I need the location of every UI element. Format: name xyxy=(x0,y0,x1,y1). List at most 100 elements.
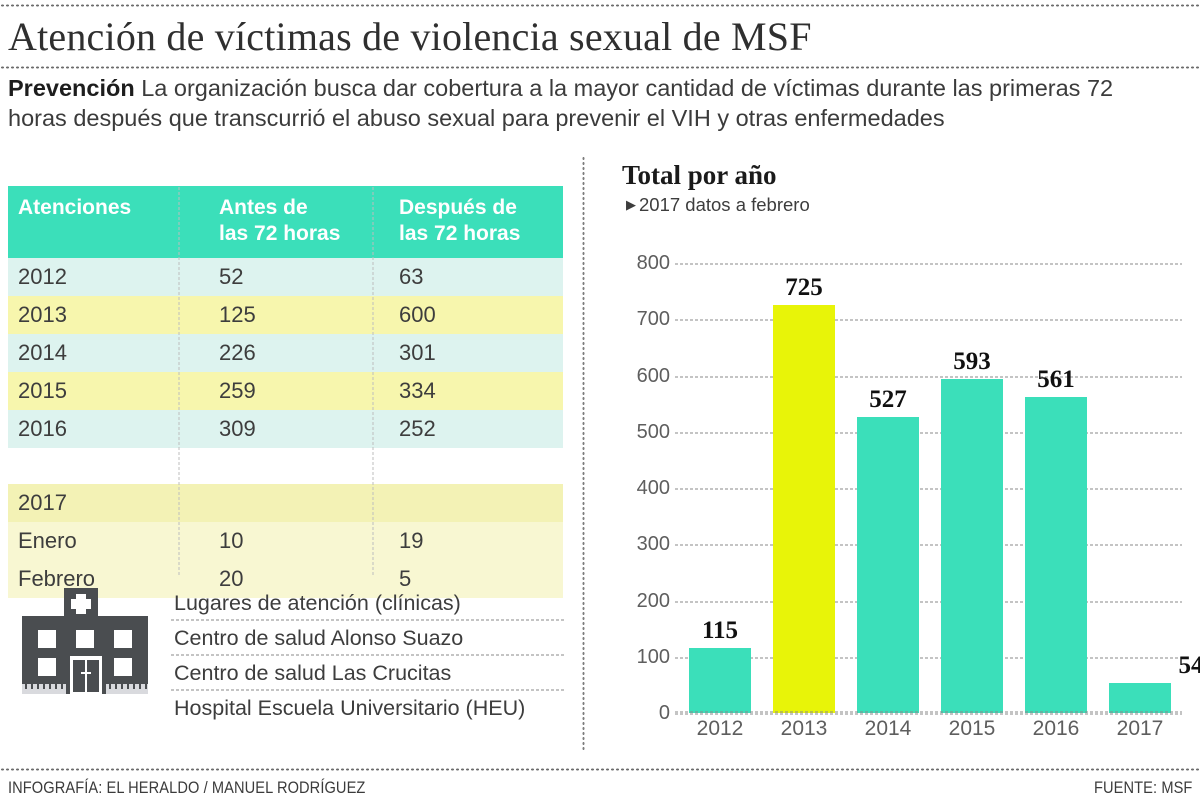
y-axis-tick-label: 800 xyxy=(636,252,670,274)
y-axis-tick-label: 300 xyxy=(636,533,670,556)
table-row: 2014 226 301 xyxy=(8,334,563,372)
row-despues: 301 xyxy=(383,334,563,372)
row-despues: 334 xyxy=(383,372,563,410)
row-despues: 63 xyxy=(383,258,563,296)
gridline xyxy=(674,375,1182,378)
table-row: Febrero 20 5 xyxy=(8,560,563,598)
despues-line1: Después de xyxy=(399,196,517,219)
chart-bar xyxy=(857,416,919,713)
triangle-icon: ▶ xyxy=(626,197,636,212)
chart-subtitle-text: 2017 datos a febrero xyxy=(639,194,810,215)
bar-value-label: 54* xyxy=(1178,651,1200,679)
gridline xyxy=(674,600,1182,603)
gridline xyxy=(674,431,1182,434)
table-header-row: Atenciones Antes de las 72 horas Después … xyxy=(8,186,563,258)
chart-bar xyxy=(941,379,1003,713)
y-axis-tick-label: 700 xyxy=(636,308,670,331)
y-axis-tick-label: 100 xyxy=(636,645,670,668)
row-despues: 600 xyxy=(383,296,563,334)
table-header-atenciones: Atenciones xyxy=(8,186,203,258)
table-row: 2013 125 600 xyxy=(8,296,563,334)
chart-x-axis: 2012 2013 2014 2015 2016 2017 xyxy=(678,716,1182,748)
bar-value-label: 725 xyxy=(785,274,823,302)
table-row: 2016 309 252 xyxy=(8,410,563,448)
page-title: Atención de víctimas de violencia sexual… xyxy=(8,14,812,59)
column-divider xyxy=(582,156,585,750)
source-line: FUENTE: MSF xyxy=(1093,778,1192,797)
subgroup-title: 2017 xyxy=(8,484,203,522)
list-item: Centro de salud Las Crucitas xyxy=(174,661,452,685)
chart-bar xyxy=(773,305,835,713)
x-axis-tick-label: 2016 xyxy=(1032,717,1080,740)
top-divider xyxy=(0,4,1200,7)
attentions-table-wrapper: Atenciones Antes de las 72 horas Después … xyxy=(8,186,563,598)
list-item: Hospital Escuela Universitario (HEU) xyxy=(174,696,526,720)
row-month: Enero xyxy=(8,522,203,560)
clinic-list: Lugares de atención (clínicas) Centro de… xyxy=(170,586,570,724)
row-year: 2012 xyxy=(8,258,203,296)
y-axis-tick-label: 600 xyxy=(636,364,670,387)
bar-value-label: 593 xyxy=(953,348,991,376)
gridline xyxy=(674,319,1182,322)
x-axis-tick-label: 2014 xyxy=(864,717,912,740)
table-row: 2015 259 334 xyxy=(8,372,563,410)
x-axis-tick-label: 2013 xyxy=(780,717,828,740)
deck-paragraph: Prevención La organización busca dar cob… xyxy=(8,74,1173,133)
clinic-separator xyxy=(170,654,565,656)
credit-line: INFOGRAFÍA: EL HERALDO / MANUEL RODRÍGUE… xyxy=(8,778,366,797)
y-axis-tick-label: 400 xyxy=(636,477,670,499)
x-axis-tick-label: 2015 xyxy=(948,717,996,740)
gridline xyxy=(674,488,1182,490)
bar-value-label: 527 xyxy=(869,385,907,413)
row-antes: 20 xyxy=(203,560,383,598)
despues-line2: las 72 horas xyxy=(399,222,521,245)
row-antes: 10 xyxy=(203,522,383,560)
row-year: 2016 xyxy=(8,410,203,448)
bar-value-label: 561 xyxy=(1037,366,1075,394)
gridline xyxy=(674,263,1182,265)
chart-gridlines: 800 700 600 500 400 300 200 100 0 xyxy=(637,253,1182,723)
row-despues: 252 xyxy=(383,410,563,448)
gridline xyxy=(674,713,1182,715)
table-column-divider-1 xyxy=(178,186,180,576)
row-month: Febrero xyxy=(8,560,203,598)
x-axis-tick-label: 2017 xyxy=(1116,717,1164,740)
row-despues: 19 xyxy=(383,522,563,560)
chart-plot-area: 800 700 600 500 400 300 200 100 0 115 725 527 593 56… xyxy=(622,248,1200,740)
attentions-table: Atenciones Antes de las 72 horas Después … xyxy=(8,186,563,598)
clinics-block: Lugares de atención (clínicas) Centro de… xyxy=(10,586,570,736)
chart-bars: 115 725 527 593 561 54* xyxy=(678,263,1200,713)
x-axis-tick-label: 2012 xyxy=(696,717,744,740)
footer-divider xyxy=(0,768,1200,771)
y-axis-tick-label: 500 xyxy=(636,420,670,443)
table-header-antes: Antes de las 72 horas xyxy=(203,186,383,258)
hospital-icon xyxy=(18,588,158,710)
row-antes: 309 xyxy=(203,410,383,448)
gridline xyxy=(674,656,1182,659)
chart-baseline xyxy=(674,711,1182,713)
chart-subtitle: ▶ 2017 datos a febrero xyxy=(626,194,810,218)
clinic-separator xyxy=(170,689,565,691)
row-despues: 5 xyxy=(383,560,563,598)
row-antes: 226 xyxy=(203,334,383,372)
row-year: 2015 xyxy=(8,372,203,410)
row-antes: 259 xyxy=(203,372,383,410)
row-year: 2013 xyxy=(8,296,203,334)
gridline xyxy=(674,544,1182,547)
chart-bar xyxy=(1109,682,1171,713)
row-antes: 125 xyxy=(203,296,383,334)
chart-bar xyxy=(689,648,751,713)
antes-line2: las 72 horas xyxy=(219,222,341,245)
subgroup-header-row: 2017 xyxy=(8,484,563,522)
y-axis-tick-label: 200 xyxy=(636,589,670,612)
row-antes: 52 xyxy=(203,258,383,296)
table-spacer-row xyxy=(8,448,563,484)
antes-line1: Antes de xyxy=(219,196,308,219)
table-column-divider-2 xyxy=(372,186,374,576)
clinic-separator xyxy=(170,619,565,621)
chart-bar xyxy=(1025,397,1087,713)
row-year: 2014 xyxy=(8,334,203,372)
title-divider xyxy=(0,66,1200,69)
clinic-caption: Lugares de atención (clínicas) xyxy=(174,591,461,615)
